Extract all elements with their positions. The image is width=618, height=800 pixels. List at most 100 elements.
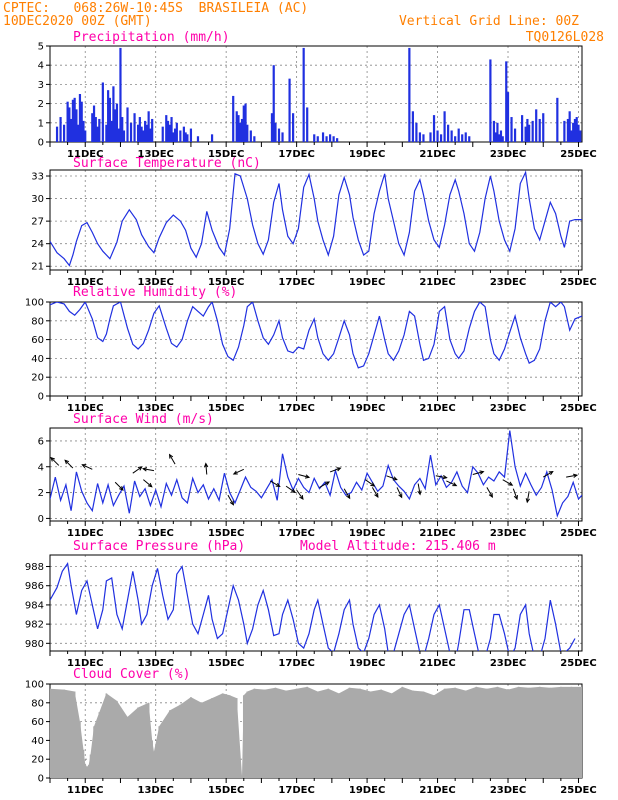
wind-arrow bbox=[168, 453, 176, 465]
panel-2: 0 20 40 60 80 100 11DEC 13DEC 15DEC 17DEC 19DEC 21D… bbox=[25, 285, 597, 414]
wind-arrow-head bbox=[119, 486, 124, 491]
wind-arrow-shaft bbox=[365, 479, 375, 487]
wind-arrow-head bbox=[525, 498, 530, 504]
precip-bar bbox=[328, 134, 332, 142]
x-tick-label: 13DEC bbox=[138, 277, 174, 288]
y-tick-label: 4 bbox=[38, 61, 44, 72]
cloud-bar bbox=[93, 726, 95, 778]
cloud-bar bbox=[211, 698, 213, 778]
precip-bar bbox=[501, 136, 504, 142]
x-tick-label: 17DEC bbox=[278, 149, 314, 160]
precip-bar bbox=[133, 113, 136, 142]
panel-data bbox=[50, 562, 576, 651]
precip-bar bbox=[492, 120, 496, 142]
precip-bar bbox=[556, 97, 559, 142]
precip-bar bbox=[313, 134, 316, 142]
precip-bar bbox=[92, 105, 96, 142]
x-tick-label: 13DEC bbox=[138, 149, 174, 160]
wind-arrow-shaft bbox=[435, 475, 447, 479]
precip-bar bbox=[432, 115, 436, 142]
precip-bar bbox=[232, 95, 235, 142]
x-tick-label: 19DEC bbox=[349, 277, 385, 288]
precip-bar bbox=[568, 111, 571, 142]
precip-bar bbox=[242, 105, 245, 142]
x-tick-label: 25DEC bbox=[560, 658, 596, 669]
precip-bar bbox=[418, 132, 422, 142]
wind-arrow-shaft bbox=[233, 468, 244, 475]
x-tick-label: 17DEC bbox=[278, 403, 314, 414]
cloud-bar bbox=[82, 749, 85, 778]
y-tick-label: 1 bbox=[38, 118, 44, 129]
x-tick-label: 25DEC bbox=[560, 403, 596, 414]
precip-bar bbox=[122, 130, 126, 142]
precip-bar bbox=[281, 132, 284, 142]
x-tick-label: 11DEC bbox=[67, 658, 103, 669]
cloud-bar bbox=[327, 688, 330, 778]
wind-arrow-shaft bbox=[542, 471, 554, 478]
y-tick-label: 100 bbox=[25, 298, 44, 309]
precip-bar bbox=[66, 101, 69, 142]
y-tick-label: 0 bbox=[38, 774, 44, 785]
precip-bar bbox=[142, 130, 145, 142]
wind-arrow-head bbox=[141, 467, 148, 472]
wind-arrow bbox=[417, 483, 422, 496]
precip-bar bbox=[566, 118, 570, 142]
y-tick-label: 60 bbox=[31, 717, 44, 728]
wind-arrow-shaft bbox=[132, 466, 143, 474]
precip-bar bbox=[75, 109, 78, 142]
y-tick-label: 24 bbox=[31, 239, 44, 250]
precip-bar bbox=[538, 118, 541, 142]
wind-arrow-shaft bbox=[227, 494, 234, 505]
cloud-bar bbox=[348, 687, 351, 778]
x-tick-label: 15DEC bbox=[208, 528, 244, 539]
panel-data bbox=[50, 302, 582, 369]
cloud-bar bbox=[443, 688, 446, 778]
precip-bar bbox=[450, 130, 453, 142]
cloud-bar bbox=[253, 688, 256, 778]
precip-bar bbox=[436, 130, 439, 142]
cloud-bar bbox=[422, 691, 425, 778]
y-tick-label: 80 bbox=[31, 316, 44, 327]
y-tick-label: 982 bbox=[25, 620, 44, 631]
x-tick-label: 19DEC bbox=[349, 149, 385, 160]
precip-bar bbox=[336, 138, 339, 142]
y-tick-label: 0 bbox=[38, 514, 44, 525]
cloud-bar bbox=[50, 688, 51, 778]
wind-arrow-head bbox=[325, 481, 331, 486]
precip-bar bbox=[129, 122, 133, 142]
wind-arrow bbox=[296, 489, 304, 500]
y-tick-label: 33 bbox=[31, 172, 44, 183]
series-line bbox=[50, 562, 576, 651]
cloud-bar bbox=[454, 687, 456, 778]
wind-arrow-head bbox=[336, 467, 342, 472]
precip-bar bbox=[494, 132, 497, 142]
cloud-bar bbox=[84, 763, 87, 778]
cloud-bar bbox=[412, 690, 414, 778]
wind-arrow bbox=[64, 459, 74, 469]
x-tick-label: 11DEC bbox=[67, 149, 103, 160]
wind-arrow bbox=[343, 488, 351, 500]
cloud-bar bbox=[89, 754, 92, 778]
wind-arrow-head bbox=[548, 471, 554, 476]
precip-bar bbox=[77, 124, 80, 142]
y-tick-label: 6 bbox=[38, 436, 44, 447]
x-tick-label: 23DEC bbox=[490, 403, 526, 414]
panel-data bbox=[50, 430, 582, 518]
precip-bar bbox=[306, 107, 309, 142]
precip-bar bbox=[524, 126, 527, 142]
precip-bar bbox=[108, 97, 111, 142]
precip-bar bbox=[575, 117, 578, 142]
cloud-bar bbox=[79, 721, 81, 778]
precip-bar bbox=[110, 120, 113, 142]
precip-bar bbox=[196, 136, 200, 142]
precip-bar bbox=[138, 117, 141, 142]
cloud-bar bbox=[86, 766, 88, 778]
cloud-bar bbox=[153, 751, 155, 778]
y-tick-label: 2 bbox=[38, 99, 44, 110]
wind-arrow bbox=[525, 491, 530, 504]
precip-bar bbox=[246, 124, 249, 142]
wind-arrow-head bbox=[452, 482, 458, 487]
precip-bar bbox=[454, 136, 457, 142]
precip-bar bbox=[513, 128, 517, 142]
precip-bar bbox=[535, 109, 538, 142]
